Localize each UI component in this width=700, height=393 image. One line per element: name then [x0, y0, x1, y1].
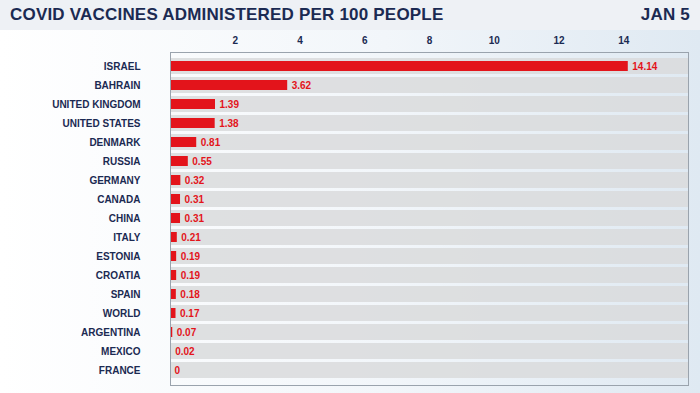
svg-text:ISRAEL: ISRAEL: [104, 61, 141, 72]
svg-text:RUSSIA: RUSSIA: [103, 156, 141, 167]
html-text:JAN 5: JAN 5: [640, 5, 690, 24]
svg-text:0.18: 0.18: [180, 289, 200, 300]
svg-text:GERMANY: GERMANY: [89, 175, 140, 186]
svg-text:BAHRAIN: BAHRAIN: [94, 80, 140, 91]
svg-text:0.32: 0.32: [185, 175, 205, 186]
svg-text:ESTONIA: ESTONIA: [96, 251, 140, 262]
svg-text:CHINA: CHINA: [109, 213, 141, 224]
svg-text:0.19: 0.19: [181, 251, 201, 262]
svg-text:0.07: 0.07: [177, 327, 197, 338]
svg-text:1.39: 1.39: [220, 99, 240, 110]
svg-text:8: 8: [427, 35, 433, 46]
svg-text:14: 14: [618, 35, 630, 46]
svg-text:0.02: 0.02: [175, 346, 195, 357]
svg-text:CANADA: CANADA: [97, 194, 140, 205]
svg-text:0.19: 0.19: [181, 270, 201, 281]
svg-text:SPAIN: SPAIN: [111, 289, 141, 300]
svg-text:ARGENTINA: ARGENTINA: [81, 327, 140, 338]
svg-text:0.31: 0.31: [185, 213, 205, 224]
svg-text:WORLD: WORLD: [103, 308, 141, 319]
svg-text:DENMARK: DENMARK: [89, 137, 141, 148]
svg-text:0.55: 0.55: [192, 156, 212, 167]
svg-text:10: 10: [489, 35, 501, 46]
svg-text:0.81: 0.81: [201, 137, 221, 148]
svg-text:2: 2: [232, 35, 238, 46]
svg-text:6: 6: [362, 35, 368, 46]
svg-text:UNITED STATES: UNITED STATES: [63, 118, 141, 129]
html-text:COVID VACCINES ADMINISTERED PE: COVID VACCINES ADMINISTERED PER 100 PEOP…: [10, 5, 444, 24]
svg-text:0: 0: [175, 365, 181, 376]
svg-text:14.14: 14.14: [632, 61, 657, 72]
svg-text:MEXICO: MEXICO: [101, 346, 141, 357]
svg-text:0.17: 0.17: [180, 308, 200, 319]
svg-text:3.62: 3.62: [292, 80, 312, 91]
svg-text:1.38: 1.38: [219, 118, 239, 129]
svg-text:UNITED KINGDOM: UNITED KINGDOM: [52, 99, 140, 110]
svg-text:0.21: 0.21: [181, 232, 201, 243]
svg-text:12: 12: [553, 35, 565, 46]
svg-text:FRANCE: FRANCE: [99, 365, 141, 376]
svg-text:0.31: 0.31: [185, 194, 205, 205]
svg-text:ITALY: ITALY: [113, 232, 141, 243]
svg-text:CROATIA: CROATIA: [96, 270, 141, 281]
svg-text:4: 4: [297, 35, 303, 46]
